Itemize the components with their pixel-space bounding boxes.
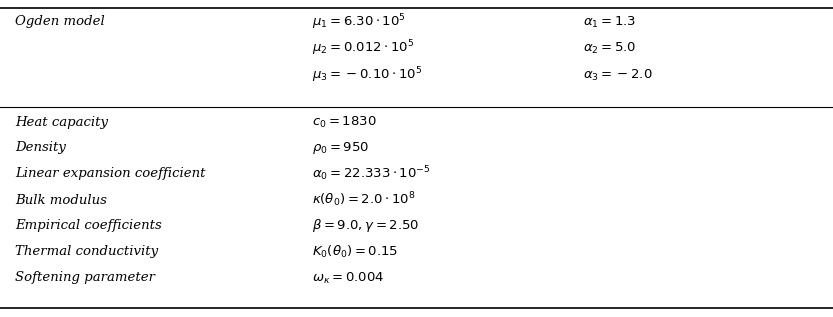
Text: $\alpha_3 = -2.0$: $\alpha_3 = -2.0$: [583, 68, 653, 82]
Text: Empirical coefficients: Empirical coefficients: [15, 219, 162, 232]
Text: $\beta = 9.0, \gamma = 2.50$: $\beta = 9.0, \gamma = 2.50$: [312, 217, 420, 235]
Text: $\alpha_2 = 5.0$: $\alpha_2 = 5.0$: [583, 41, 636, 55]
Text: $\kappa(\theta_0) = 2.0 \cdot 10^8$: $\kappa(\theta_0) = 2.0 \cdot 10^8$: [312, 191, 416, 209]
Text: $\mu_1 = 6.30 \cdot 10^5$: $\mu_1 = 6.30 \cdot 10^5$: [312, 12, 407, 32]
Text: $K_0(\theta_0) = 0.15$: $K_0(\theta_0) = 0.15$: [312, 244, 399, 260]
Text: Heat capacity: Heat capacity: [15, 115, 108, 128]
Text: $\mu_2 = 0.012 \cdot 10^5$: $\mu_2 = 0.012 \cdot 10^5$: [312, 38, 415, 58]
Text: $c_0 = 1830$: $c_0 = 1830$: [312, 114, 377, 130]
Text: Thermal conductivity: Thermal conductivity: [15, 245, 158, 258]
Text: Ogden model: Ogden model: [15, 16, 105, 29]
Text: Softening parameter: Softening parameter: [15, 271, 155, 284]
Text: $\mu_3 = -0.10 \cdot 10^5$: $\mu_3 = -0.10 \cdot 10^5$: [312, 65, 422, 85]
Text: $\omega_\kappa = 0.004$: $\omega_\kappa = 0.004$: [312, 270, 385, 286]
Text: Density: Density: [15, 141, 66, 154]
Text: Bulk modulus: Bulk modulus: [15, 193, 107, 206]
Text: Linear expansion coefficient: Linear expansion coefficient: [15, 167, 206, 180]
Text: $\rho_0 = 950$: $\rho_0 = 950$: [312, 140, 370, 156]
Text: $\alpha_0 = 22.333 \cdot 10^{-5}$: $\alpha_0 = 22.333 \cdot 10^{-5}$: [312, 165, 431, 183]
Text: $\alpha_1 = 1.3$: $\alpha_1 = 1.3$: [583, 15, 636, 29]
